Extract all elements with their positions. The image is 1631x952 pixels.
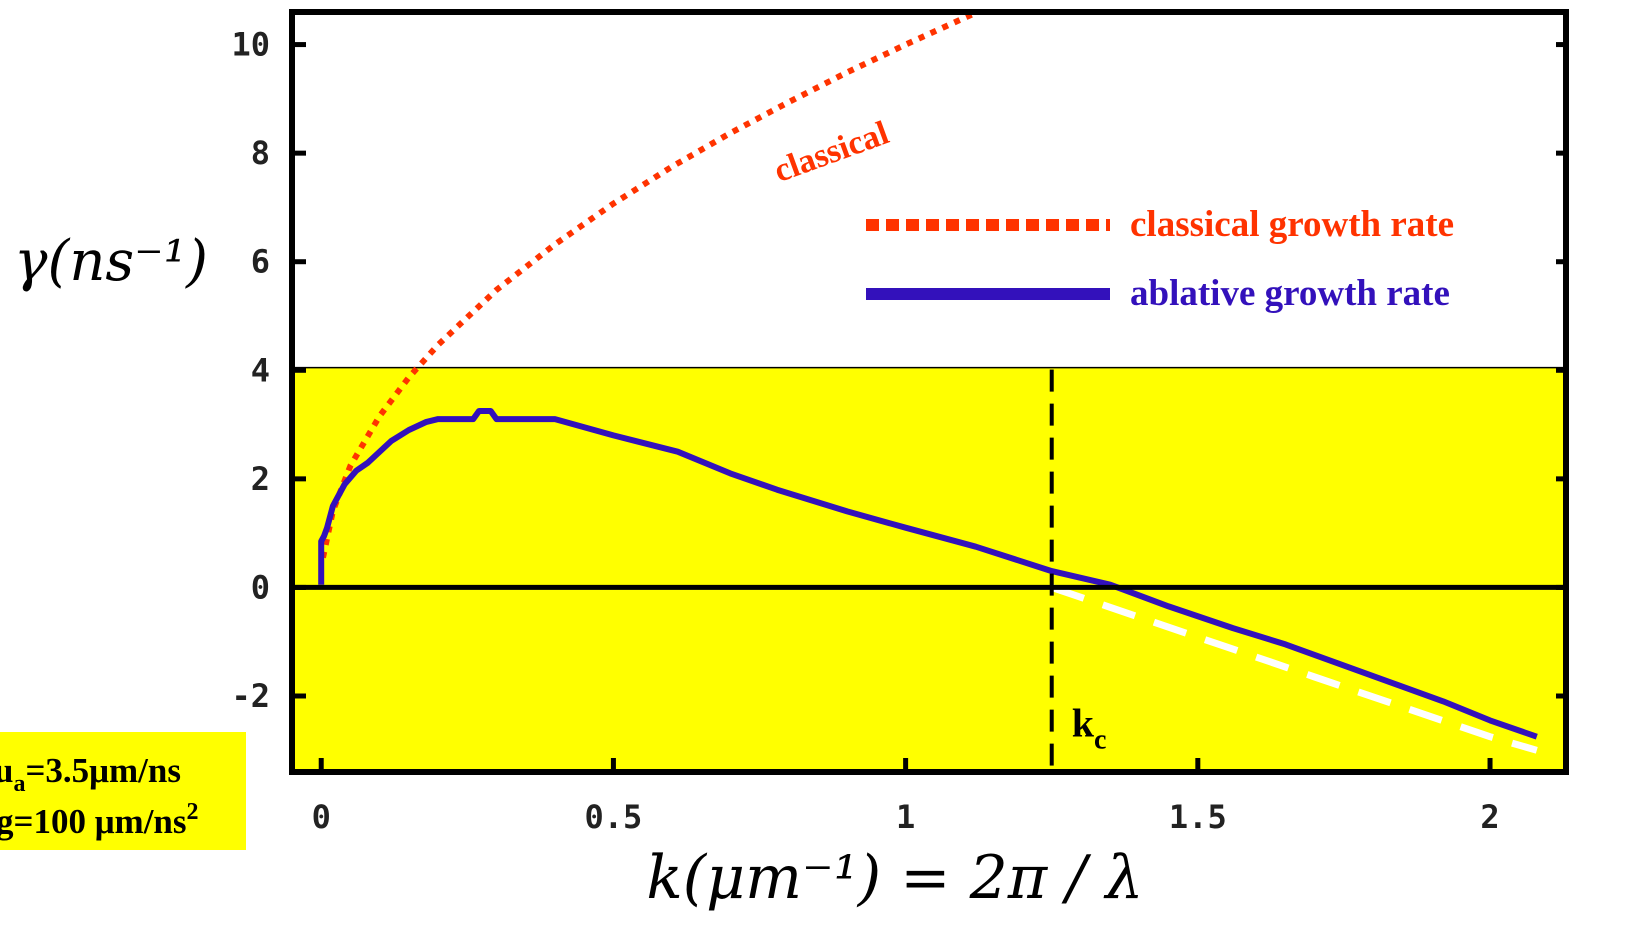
tick-layer: 0 0.5 1 1.5 2 10 8 6 4 2 0 -2 bbox=[231, 26, 1566, 836]
parameter-box: ua=3.5μm/ns g=100 μm/ns2 bbox=[0, 732, 246, 850]
highlight-band bbox=[292, 367, 1566, 772]
y-tick-label: 8 bbox=[251, 134, 270, 172]
plot-frame bbox=[289, 9, 1569, 775]
parameter-box-background bbox=[0, 732, 246, 850]
param-g: g=100 μm/ns2 bbox=[0, 799, 199, 841]
legend-ablative-label: ablative growth rate bbox=[1130, 273, 1450, 314]
param-ua-main: u bbox=[0, 751, 13, 790]
x-axis-title: k(μm⁻¹) = 2π / λ bbox=[646, 843, 1143, 913]
x-tick-label: 0.5 bbox=[585, 798, 643, 836]
legend-classical-label: classical growth rate bbox=[1130, 204, 1454, 245]
y-tick-label: 10 bbox=[231, 26, 270, 64]
y-tick-label: -2 bbox=[231, 677, 270, 715]
x-tick-label: 2 bbox=[1480, 798, 1499, 836]
x-tick-label: 1.5 bbox=[1169, 798, 1227, 836]
cutoff-label: kc bbox=[1072, 701, 1107, 756]
cutoff-label-main: k bbox=[1072, 701, 1095, 746]
y-tick-label: 2 bbox=[251, 460, 270, 498]
y-tick-label: 6 bbox=[251, 243, 270, 281]
x-tick-label: 0 bbox=[312, 798, 331, 836]
series-ablative-growth-rate-line bbox=[318, 408, 1538, 740]
series-layer bbox=[318, 12, 1538, 754]
param-g-sup: 2 bbox=[187, 799, 199, 825]
series-asymptote-2-line bbox=[1050, 584, 1538, 754]
param-ua-rest: =3.5μm/ns bbox=[25, 751, 181, 790]
classical-curve-label: classical bbox=[769, 114, 893, 189]
param-g-main: g=100 μm/ns bbox=[0, 802, 187, 841]
y-tick-label: 4 bbox=[251, 351, 270, 389]
legend: classical growth rate ablative growth ra… bbox=[866, 204, 1454, 314]
cutoff-label-sub: c bbox=[1094, 725, 1106, 756]
y-axis-title: γ(ns⁻¹) bbox=[14, 229, 208, 294]
param-ua: ua=3.5μm/ns bbox=[0, 751, 181, 797]
param-ua-sub: a bbox=[13, 771, 25, 797]
x-tick-label: 1 bbox=[896, 798, 915, 836]
y-tick-label: 0 bbox=[251, 568, 270, 606]
